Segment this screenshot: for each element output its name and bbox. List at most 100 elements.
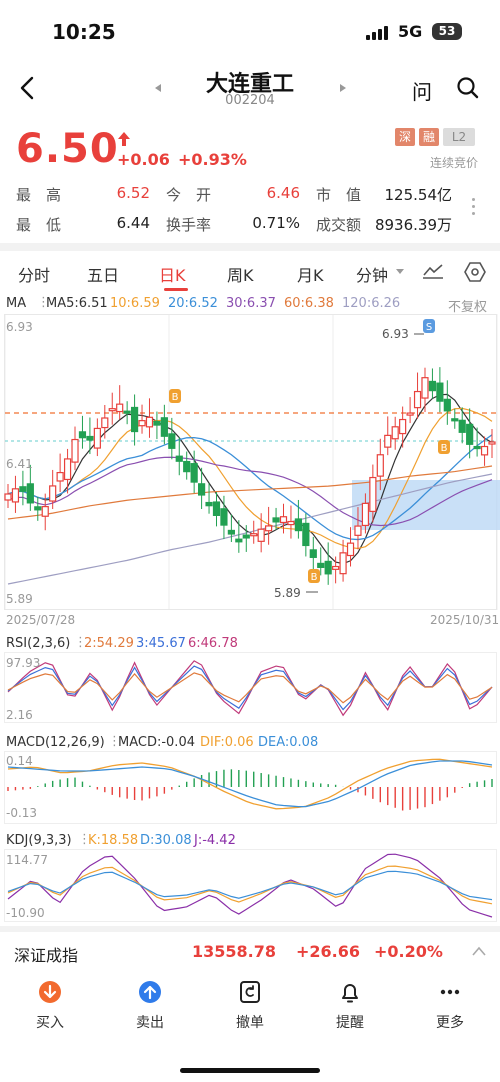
candle-down [458, 419, 466, 433]
adjust-mode[interactable]: 不复权 [448, 300, 488, 315]
candle-up [108, 408, 116, 412]
candle-down [324, 560, 332, 575]
kdj-menu-dots[interactable]: ⋮ [78, 832, 91, 847]
candle-down [168, 433, 176, 449]
candle-up [63, 458, 72, 481]
candle-down [466, 423, 474, 445]
candlestick-chart[interactable]: B B B S [0, 314, 500, 630]
candle-up [332, 565, 340, 570]
more-button[interactable]: 更多 [410, 980, 490, 1032]
buy-signal-marker: B [169, 389, 181, 403]
candle-up [138, 420, 146, 427]
sell-button[interactable]: 卖出 [110, 980, 190, 1032]
ma60-value: 60:6.38 [284, 296, 334, 311]
candle-down [317, 562, 325, 568]
candle-up [116, 403, 124, 413]
d-value: D:30.08 [140, 833, 192, 848]
buy-button[interactable]: 买入 [10, 980, 90, 1032]
tab-daily-k[interactable]: 日K [159, 266, 186, 285]
cancel-order-label: 撤单 [236, 1015, 264, 1031]
more-quote-icon[interactable] [472, 198, 476, 219]
candle-up [391, 426, 399, 440]
minute-dropdown-icon[interactable] [396, 269, 404, 274]
settings-icon[interactable] [464, 262, 486, 282]
y-axis-mid: 6.41 [6, 457, 33, 471]
drawing-tool-icon[interactable] [422, 262, 444, 280]
macd-label[interactable]: MACD(12,26,9) [6, 735, 105, 750]
home-indicator [180, 1068, 320, 1073]
next-stock-icon[interactable] [340, 84, 346, 92]
macd-y-bottom: -0.13 [6, 806, 38, 820]
ma-menu-dots[interactable]: ⋮ [37, 295, 50, 310]
candle-down [428, 380, 437, 392]
candle-up [41, 506, 49, 517]
trough-label: 5.89 [274, 586, 301, 600]
candle-up [421, 377, 429, 399]
cancel-order-button[interactable]: 撤单 [210, 980, 290, 1032]
candle-up [71, 438, 79, 463]
chevron-up-icon[interactable] [472, 946, 486, 956]
chart-grid [4, 314, 498, 610]
sell-icon [139, 981, 161, 1003]
d-line [7, 870, 493, 901]
rsi-menu-dots[interactable]: ⋮ [74, 635, 87, 650]
market-badge: 深 [395, 128, 415, 146]
up-arrow-icon [118, 132, 130, 146]
ma60-line [7, 465, 493, 520]
peak-label: 6.93 [382, 327, 409, 341]
ma20-value: 20:6.52 [168, 296, 218, 311]
last-price: 6.50 [16, 126, 119, 172]
ma120-line [7, 473, 493, 585]
candle-down [302, 522, 310, 547]
svg-text:B: B [311, 572, 318, 583]
low-label: 最 低 [16, 216, 62, 234]
ma120-value: 120:6.26 [342, 296, 401, 311]
tab-monthly-k[interactable]: 月K [297, 266, 324, 285]
back-icon[interactable] [18, 74, 38, 102]
stock-name: 大连重工 [205, 72, 294, 97]
macd-chart[interactable] [0, 751, 500, 825]
divider [0, 243, 500, 251]
candle-down [212, 501, 221, 516]
tab-five-day[interactable]: 五日 [87, 266, 120, 285]
ask-button[interactable]: 问 [412, 80, 432, 104]
candle-up [339, 552, 347, 575]
ma-label[interactable]: MA [6, 296, 27, 311]
svg-text:B: B [441, 443, 448, 454]
candle-down [436, 382, 444, 402]
tab-minute[interactable]: 分钟 [356, 266, 389, 285]
alert-button[interactable]: 提醒 [310, 980, 390, 1032]
kdj-y-top: 114.77 [6, 853, 48, 867]
candle-up [346, 542, 355, 557]
candle-down [227, 529, 235, 535]
kdj-chart[interactable] [0, 849, 500, 923]
panel-border [4, 849, 497, 922]
amount-label: 成交额 [316, 216, 362, 234]
chart-border [4, 314, 497, 610]
level2-badge[interactable]: L2 [443, 128, 475, 146]
more-label: 更多 [436, 1015, 464, 1031]
tab-weekly-k[interactable]: 周K [227, 266, 254, 285]
rsi-chart[interactable] [0, 652, 500, 724]
y-axis-bottom: 5.89 [6, 592, 33, 606]
candle-up [480, 445, 489, 456]
candle-down [451, 418, 459, 422]
candle-up [93, 427, 101, 449]
prev-stock-icon[interactable] [155, 84, 161, 92]
candle-up [384, 434, 392, 448]
cell-signal-icon [366, 26, 392, 40]
signal-marks: B B B S [169, 319, 450, 593]
price-change-pct: +0.93% [178, 150, 247, 169]
candle-down [443, 398, 451, 412]
candle-down [183, 460, 191, 473]
kdj-label[interactable]: KDJ(9,3,3) [6, 833, 72, 848]
rsi-y-top: 97.93 [6, 656, 41, 670]
rsi-label[interactable]: RSI(2,3,6) [6, 636, 71, 651]
rsi-2-line [7, 672, 493, 704]
tab-intraday[interactable]: 分时 [18, 266, 51, 285]
macd-menu-dots[interactable]: ⋮ [108, 734, 121, 749]
index-name[interactable]: 深证成指 [14, 946, 79, 965]
search-icon[interactable] [456, 76, 480, 100]
candle-up [413, 390, 422, 409]
open-value: 6.46 [266, 184, 300, 202]
